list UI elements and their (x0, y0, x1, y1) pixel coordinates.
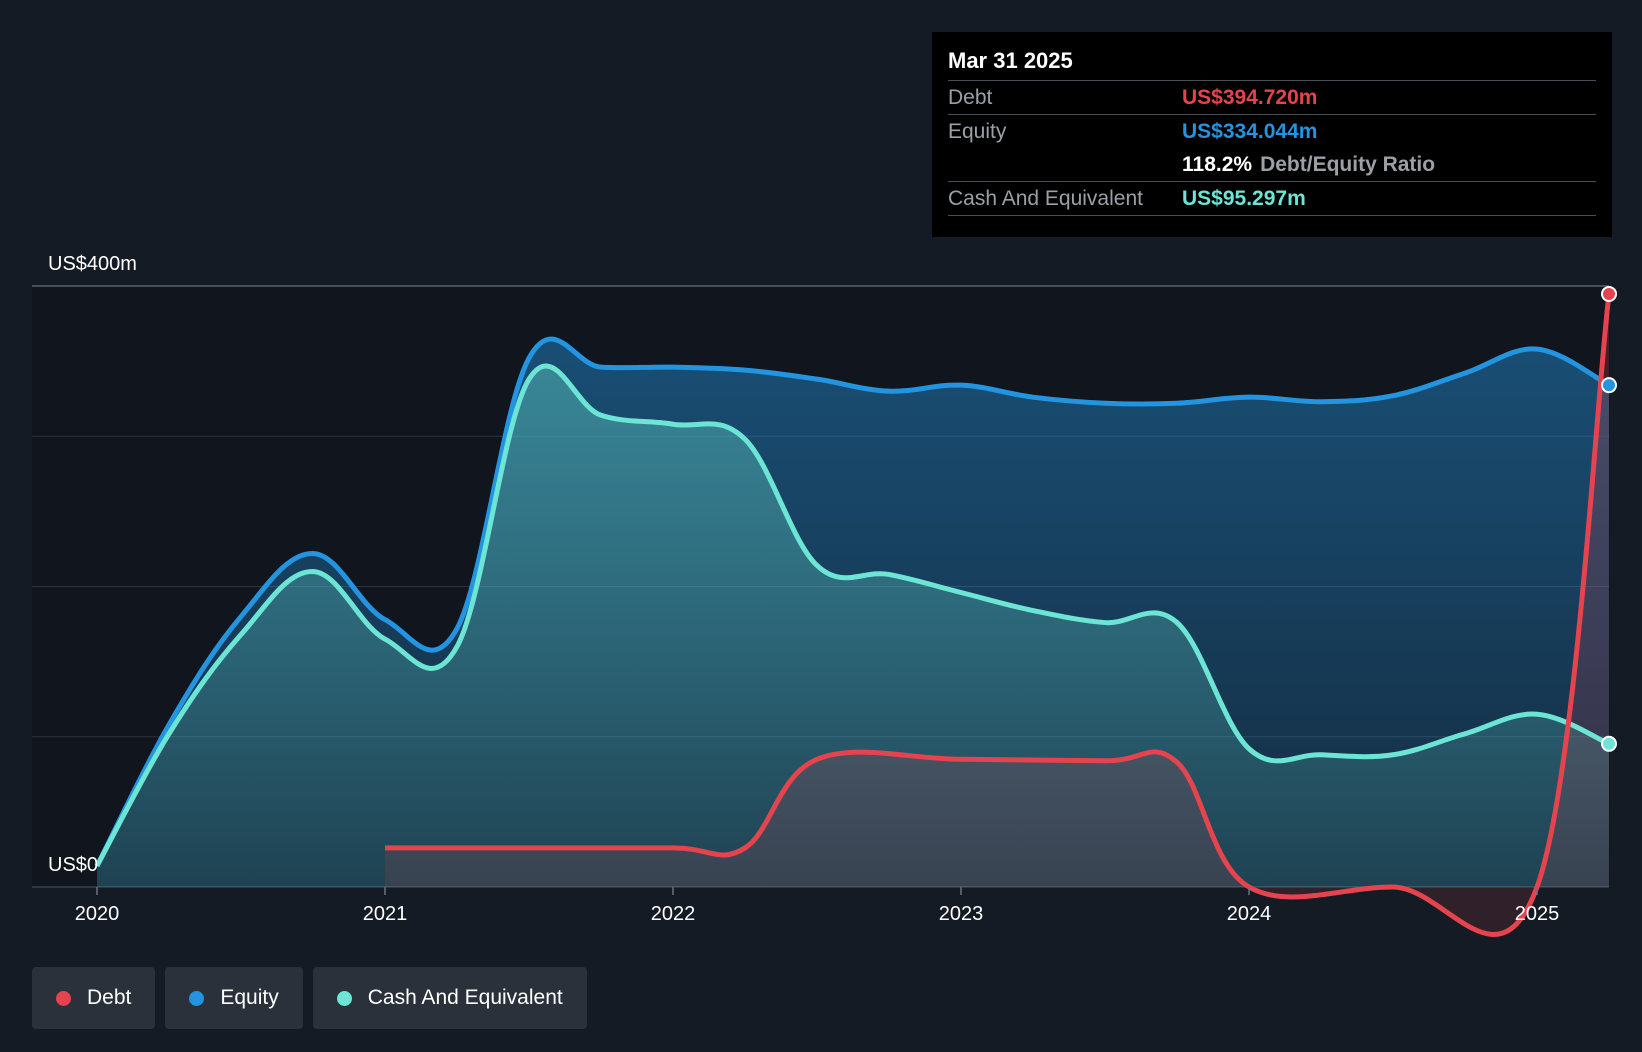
tooltip-panel: Mar 31 2025 Debt US$394.720m Equity US$3… (932, 32, 1612, 237)
y-axis-bottom-label: US$0 (48, 854, 98, 876)
cash-and-equivalent-endpoint-marker[interactable] (1601, 735, 1617, 752)
y-axis-top-label: US$400m (48, 253, 137, 275)
tooltip-debt-label: Debt (948, 85, 993, 109)
tooltip-date: Mar 31 2025 (948, 48, 1073, 73)
equity-dot-icon (189, 990, 205, 1006)
cash-dot-icon (336, 990, 352, 1006)
debt-area (385, 293, 1609, 935)
tooltip-row-cash: Cash And Equivalent US$95.297m (948, 181, 1596, 216)
chart-legend: Debt Equity Cash And Equivalent (32, 967, 587, 1029)
tooltip-ratio-value: 118.2% (1182, 152, 1253, 176)
x-tick-label: 2024 (1227, 903, 1272, 925)
tooltip-debt-value: US$394.720m (1182, 85, 1318, 109)
x-tick-label: 2021 (363, 903, 408, 925)
legend-label-debt: Debt (87, 986, 132, 1009)
x-tick-label: 2023 (939, 903, 984, 925)
legend-item-cash[interactable]: Cash And Equivalent (312, 967, 587, 1029)
tooltip-row-ratio: 118.2% Debt/Equity Ratio (948, 148, 1596, 181)
tooltip-ratio-label: Debt/Equity Ratio (1260, 152, 1436, 176)
legend-item-equity[interactable]: Equity (165, 967, 303, 1029)
x-tick-label: 2020 (75, 903, 120, 925)
legend-label-cash: Cash And Equivalent (367, 986, 563, 1009)
cash-and-equivalent-area (97, 365, 1609, 887)
tooltip-row-debt: Debt US$394.720m (948, 80, 1596, 114)
tooltip-cash-label: Cash And Equivalent (948, 186, 1143, 210)
debt-line (385, 293, 1612, 937)
x-tick-label: 2025 (1515, 903, 1560, 925)
cash-and-equivalent-line (94, 363, 1611, 868)
tooltip-equity-value: US$334.044m (1182, 119, 1318, 143)
equity-line (94, 336, 1611, 868)
tooltip-row-equity: Equity US$334.044m (948, 114, 1596, 148)
tooltip-cash-value: US$95.297m (1182, 186, 1306, 210)
legend-label-equity: Equity (220, 986, 279, 1009)
debt-endpoint-marker[interactable] (1601, 285, 1617, 302)
equity-endpoint-marker[interactable] (1601, 377, 1617, 394)
debt-dot-icon (56, 990, 71, 1006)
legend-item-debt[interactable]: Debt (32, 967, 156, 1029)
tooltip-equity-label: Equity (948, 119, 1007, 143)
x-tick-label: 2022 (651, 903, 696, 925)
